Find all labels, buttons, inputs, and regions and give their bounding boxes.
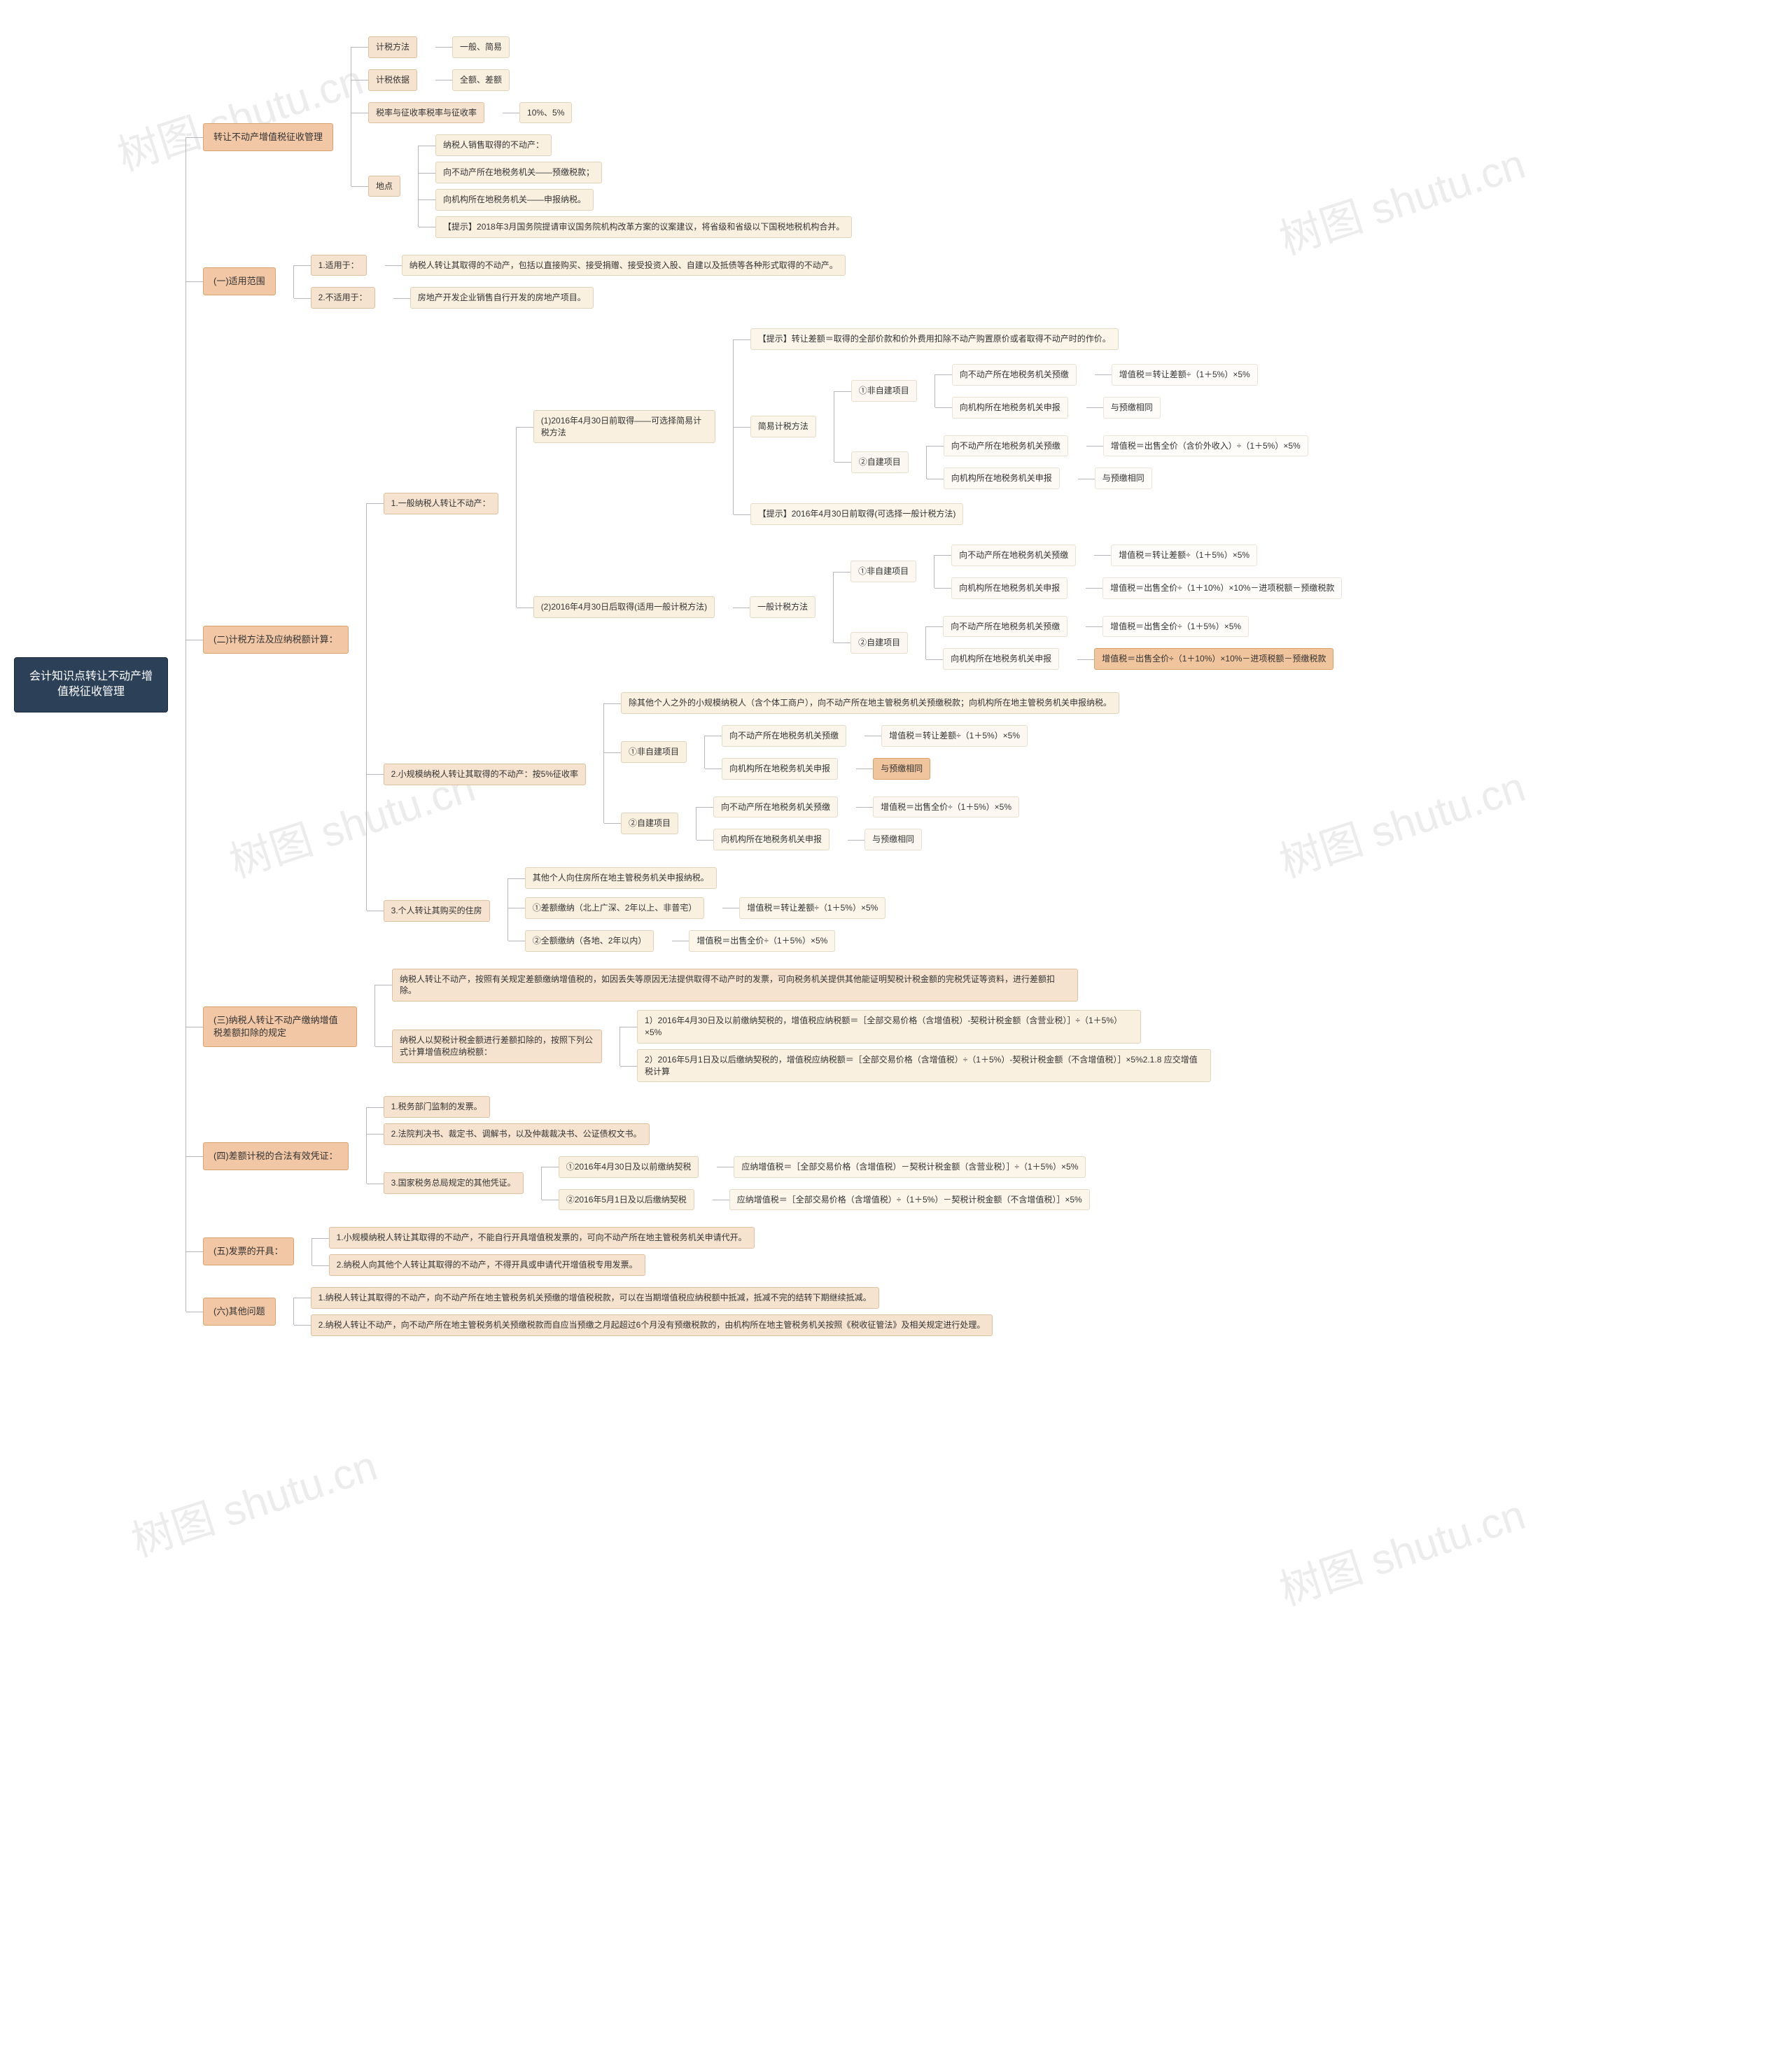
s5-b: 2.纳税人向其他个人转让其取得的不动产，不得开具或申请代开增值税专用发票。	[329, 1254, 645, 1276]
s2-p1: 1.一般纳税人转让不动产：	[384, 493, 498, 514]
s0-d2: 向不动产所在地税务机关——预缴税款；	[435, 162, 602, 183]
s0-d1: 纳税人销售取得的不动产：	[435, 134, 552, 156]
s3-a: 纳税人转让不动产，按照有关规定差额缴纳增值税的，如因丢失等原因无法提供取得不动产…	[392, 969, 1078, 1002]
s2-p1-c1-nb-r2k: 向机构所在地税务机关申报	[952, 397, 1068, 419]
s2-p1-c1-m: 简易计税方法	[750, 416, 816, 437]
s3-b1: 1）2016年4月30日及以前缴纳契税的，增值税应纳税额＝［全部交易价格（含增值…	[637, 1010, 1141, 1044]
s1-a: 1.适用于：	[311, 255, 367, 276]
watermark: 树图 shutu.cn	[122, 1432, 384, 1568]
s2-p1-c1-sb-r1k: 向不动产所在地税务机关预缴	[944, 435, 1068, 457]
s2-p1-c1: (1)2016年4月30日前取得——可选择简易计税方法	[533, 410, 715, 444]
s2-p2-sb: ②自建项目	[621, 813, 678, 834]
s1-b-val: 房地产开发企业销售自行开发的房地产项目。	[410, 287, 594, 309]
s2-p1-c2-nb-r2v: 增值税＝出售全价÷（1＋10%）×10%－进项税额－预缴税款	[1102, 577, 1342, 599]
s2-p1-c1-tip: 【提示】转让差额＝取得的全部价款和价外费用扣除不动产购置原价或者取得不动产时的作…	[750, 328, 1119, 350]
s4-c1v: 应纳增值税＝［全部交易价格（含增值税）－契税计税金额（含营业税）］÷（1＋5%）…	[734, 1156, 1086, 1178]
s0-a: 计税方法	[368, 36, 417, 58]
s2-p1-c2-m: 一般计税方法	[750, 596, 816, 618]
s0-a-val: 一般、简易	[452, 36, 510, 58]
s2-p2-nb-r1k: 向不动产所在地税务机关预缴	[722, 725, 846, 747]
s2-p1-c1-nb-r2v: 与预缴相同	[1103, 397, 1161, 419]
s2-p2-nb: ①非自建项目	[621, 741, 687, 763]
s2-p2-sb-r2v: 与预缴相同	[864, 829, 922, 850]
s2-p1-c1-tip2: 【提示】2016年4月30日前取得(可选择一般计税方法)	[750, 503, 964, 525]
s0-b-val: 全额、差额	[452, 69, 510, 91]
s3-b: 纳税人以契税计税金额进行差额扣除的，按照下列公式计算增值税应纳税额：	[392, 1030, 602, 1063]
root-node: 会计知识点转让不动产增值税征收管理	[14, 657, 168, 712]
s2-p1-c1-sb-r2v: 与预缴相同	[1095, 468, 1152, 489]
s2-p2-sb-r1v: 增值税＝出售全价÷（1＋5%）×5%	[873, 796, 1019, 818]
s2-p3-d: ①差额缴纳（北上广深、2年以上、非普宅）	[525, 897, 705, 919]
s2-p3-f-v: 增值税＝出售全价÷（1＋5%）×5%	[689, 930, 835, 952]
section-6: (六)其他问题	[203, 1298, 276, 1326]
s2-p1-c2-sb-r2v: 增值税＝出售全价÷（1＋10%）×10%－进项税额－预缴税款	[1094, 648, 1334, 670]
s5-a: 1.小规模纳税人转让其取得的不动产，不能自行开具增值税发票的，可向不动产所在地主…	[329, 1227, 755, 1249]
s2-p2-nb-r2v: 与预缴相同	[873, 758, 930, 780]
section-3: (三)纳税人转让不动产缴纳增值税差额扣除的规定	[203, 1006, 357, 1047]
s2-p1-c2: (2)2016年4月30日后取得(适用一般计税方法)	[533, 596, 715, 618]
s4-c: 3.国家税务总局规定的其他凭证。	[384, 1172, 524, 1194]
section-0: 转让不动产增值税征收管理	[203, 123, 333, 151]
s0-c: 税率与征收率税率与征收率	[368, 102, 484, 124]
watermark: 树图 shutu.cn	[1270, 1481, 1532, 1617]
s2-p1-c1-sb-r1v: 增值税＝出售全价（含价外收入）÷（1＋5%）×5%	[1103, 435, 1308, 457]
s4-c2k: ②2016年5月1日及以后缴纳契税	[559, 1189, 694, 1211]
s2-p1-c2-sb: ②自建项目	[850, 632, 908, 654]
s2-p1-c2-sb-r1k: 向不动产所在地税务机关预缴	[943, 616, 1068, 638]
s0-d: 地点	[368, 176, 400, 197]
s6-a: 1.纳税人转让其取得的不动产，向不动产所在地主管税务机关预缴的增值税税款，可以在…	[311, 1287, 879, 1309]
s4-b: 2.法院判决书、裁定书、调解书，以及仲裁裁决书、公证债权文书。	[384, 1123, 650, 1145]
s3-b2: 2）2016年5月1日及以后缴纳契税的，增值税应纳税额＝［全部交易价格（含增值税…	[637, 1049, 1211, 1083]
s0-b: 计税依据	[368, 69, 417, 91]
root-children: 转让不动产增值税征收管理 计税方法 一般、简易 计税依据 全额、差额 税率与征收…	[168, 28, 1342, 1342]
s2-p1-c1-nb: ①非自建项目	[851, 380, 917, 402]
s2-p1-c1-sb: ②自建项目	[851, 451, 909, 473]
s2-p1-c2-nb-r1k: 向不动产所在地税务机关预缴	[951, 545, 1076, 566]
section-1: (一)适用范围	[203, 267, 276, 295]
s2-p1-c2-nb-r2k: 向机构所在地税务机关申报	[951, 577, 1068, 599]
s2-p2-sb-r2k: 向机构所在地税务机关申报	[713, 829, 830, 850]
s4-a: 1.税务部门监制的发票。	[384, 1096, 490, 1118]
section-2: (二)计税方法及应纳税额计算：	[203, 626, 349, 654]
section-5: (五)发票的开具：	[203, 1237, 294, 1265]
s4-c2v: 应纳增值税＝［全部交易价格（含增值税）÷（1＋5%）－契税计税金额（不含增值税）…	[729, 1189, 1090, 1211]
s0-c-val: 10%、5%	[519, 102, 572, 124]
s2-p2-nb-r1v: 增值税＝转让差额÷（1＋5%）×5%	[881, 725, 1028, 747]
s2-p2-note: 除其他个人之外的小规模纳税人（含个体工商户），向不动产所在地主管税务机关预缴税款…	[621, 692, 1119, 714]
s2-p3-n1: 其他个人向住房所在地主管税务机关申报纳税。	[525, 867, 717, 889]
s2-p3-f: ②全额缴纳（各地、2年以内）	[525, 930, 654, 952]
s2-p1-c1-sb-r2k: 向机构所在地税务机关申报	[944, 468, 1060, 489]
s0-d3: 向机构所在地税务机关——申报纳税。	[435, 189, 594, 211]
s4-c1k: ①2016年4月30日及以前缴纳契税	[559, 1156, 699, 1178]
s2-p1-c2-sb-r2k: 向机构所在地税务机关申报	[943, 648, 1059, 670]
s2-p1-c2-nb: ①非自建项目	[850, 561, 916, 582]
s0-d4: 【提示】2018年3月国务院提请审议国务院机构改革方案的议案建议，将省级和省级以…	[435, 216, 852, 238]
s1-b: 2.不适用于：	[311, 287, 375, 309]
s2-p1-c1-nb-r1k: 向不动产所在地税务机关预缴	[952, 364, 1077, 386]
s2-p2: 2.小规模纳税人转让其取得的不动产：按5%征收率	[384, 764, 586, 785]
s2-p2-sb-r1k: 向不动产所在地税务机关预缴	[713, 796, 838, 818]
section-4: (四)差额计税的合法有效凭证：	[203, 1142, 349, 1170]
s2-p2-nb-r2k: 向机构所在地税务机关申报	[722, 758, 838, 780]
s6-b: 2.纳税人转让不动产，向不动产所在地主管税务机关预缴税款而自应当预缴之月起超过6…	[311, 1314, 993, 1336]
s2-p3-d-v: 增值税＝转让差额÷（1＋5%）×5%	[739, 897, 886, 919]
s2-p1-c1-nb-r1v: 增值税＝转让差额÷（1＋5%）×5%	[1112, 364, 1258, 386]
s2-p1-c2-nb-r1v: 增值税＝转让差额÷（1＋5%）×5%	[1111, 545, 1257, 566]
mindmap-root-row: 会计知识点转让不动产增值税征收管理 转让不动产增值税征收管理 计税方法 一般、简…	[14, 28, 1778, 1342]
s1-a-val: 纳税人转让其取得的不动产，包括以直接购买、接受捐赠、接受投资入股、自建以及抵债等…	[402, 255, 846, 276]
s2-p1-c2-sb-r1v: 增值税＝出售全价÷（1＋5%）×5%	[1102, 616, 1249, 638]
s2-p3: 3.个人转让其购买的住房	[384, 900, 490, 922]
